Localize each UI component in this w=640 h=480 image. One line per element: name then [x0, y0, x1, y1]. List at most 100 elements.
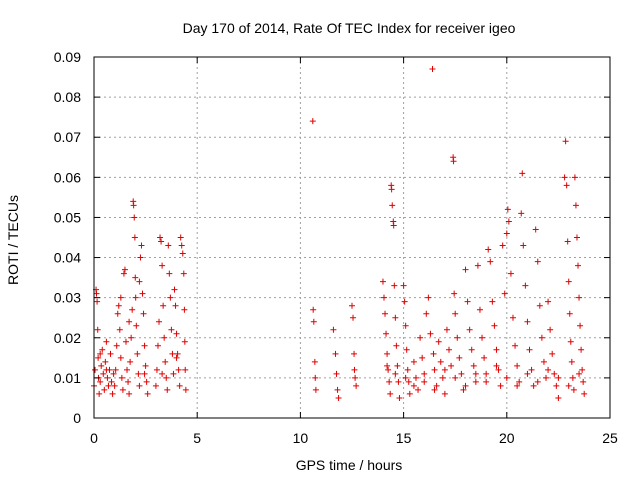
data-point — [312, 386, 319, 393]
data-point — [395, 378, 402, 385]
data-point — [385, 366, 392, 373]
data-point — [404, 366, 411, 373]
data-point — [164, 386, 171, 393]
data-point — [573, 234, 580, 241]
data-point — [493, 346, 500, 353]
data-point — [483, 370, 490, 377]
data-point — [169, 350, 176, 357]
data-point — [142, 362, 149, 369]
data-point — [474, 262, 481, 269]
data-point — [476, 306, 483, 313]
data-point — [519, 170, 526, 177]
data-point — [405, 378, 412, 385]
data-point — [310, 318, 317, 325]
data-point — [493, 362, 500, 369]
data-point — [156, 318, 163, 325]
data-point — [393, 342, 400, 349]
data-point — [575, 262, 582, 269]
data-point — [441, 366, 448, 373]
data-point — [555, 394, 562, 401]
chart-title: Day 170 of 2014, Rate Of TEC Index for r… — [183, 20, 516, 36]
data-point — [392, 370, 399, 377]
data-point — [543, 374, 550, 381]
data-point — [100, 370, 107, 377]
data-point — [545, 298, 552, 305]
y-tick-label: 0.01 — [54, 370, 81, 386]
tick-marks — [93, 56, 611, 419]
data-point — [153, 366, 160, 373]
data-point — [351, 366, 358, 373]
data-point — [403, 346, 410, 353]
x-tick-label: 0 — [90, 430, 98, 446]
data-point — [569, 374, 576, 381]
data-point — [124, 366, 131, 373]
data-point — [392, 314, 399, 321]
data-point — [112, 366, 119, 373]
data-point — [497, 382, 504, 389]
data-point — [349, 302, 355, 309]
data-point — [524, 318, 531, 325]
data-point — [144, 390, 151, 397]
data-point — [177, 234, 184, 241]
data-point — [104, 374, 111, 381]
data-point — [507, 270, 514, 277]
data-point — [168, 326, 175, 333]
data-point — [451, 290, 458, 297]
data-point — [479, 334, 486, 341]
y-tick-label: 0.09 — [54, 49, 81, 65]
data-point — [136, 382, 143, 389]
x-tick-label: 5 — [193, 430, 201, 446]
data-point — [452, 310, 459, 317]
data-point — [547, 326, 554, 333]
data-point — [154, 342, 161, 349]
y-tick-label: 0 — [73, 410, 81, 426]
data-point — [401, 298, 408, 305]
data-point — [563, 182, 570, 189]
data-point — [433, 382, 440, 389]
data-point — [505, 218, 512, 225]
data-point — [92, 366, 99, 373]
data-point — [412, 374, 419, 381]
data-point — [309, 118, 316, 125]
data-point — [406, 390, 413, 397]
data-point — [466, 326, 473, 333]
data-point — [456, 354, 463, 361]
data-point — [410, 358, 417, 365]
data-point — [102, 358, 109, 365]
data-point — [128, 334, 135, 341]
data-point — [105, 382, 112, 389]
data-point — [394, 362, 401, 369]
data-point — [443, 326, 450, 333]
data-point — [571, 174, 578, 181]
data-point — [125, 378, 132, 385]
data-point — [551, 370, 558, 377]
data-point — [97, 350, 104, 357]
data-point — [182, 366, 189, 373]
data-point — [119, 386, 126, 393]
data-point — [562, 138, 569, 145]
data-point — [561, 174, 568, 181]
data-point — [427, 330, 434, 337]
data-point — [103, 366, 110, 373]
data-point — [495, 366, 502, 373]
data-point — [564, 238, 571, 245]
data-point — [437, 358, 444, 365]
data-point — [528, 366, 535, 373]
data-point — [97, 378, 104, 385]
data-point — [390, 222, 397, 229]
data-point — [540, 358, 547, 365]
data-point — [386, 378, 393, 385]
data-point — [460, 386, 467, 393]
y-tick-labels: 0 0.01 0.02 0.03 0.04 0.05 0.06 0.07 0.08 0.09 — [54, 49, 81, 426]
data-point — [109, 390, 116, 397]
data-point — [158, 238, 165, 245]
data-point — [402, 374, 409, 381]
data-point — [512, 342, 519, 349]
data-point — [96, 390, 103, 397]
data-point — [389, 202, 396, 209]
data-point — [152, 382, 159, 389]
data-point — [577, 322, 584, 329]
data-point — [388, 186, 395, 193]
data-point — [118, 374, 125, 381]
data-point — [472, 378, 479, 385]
